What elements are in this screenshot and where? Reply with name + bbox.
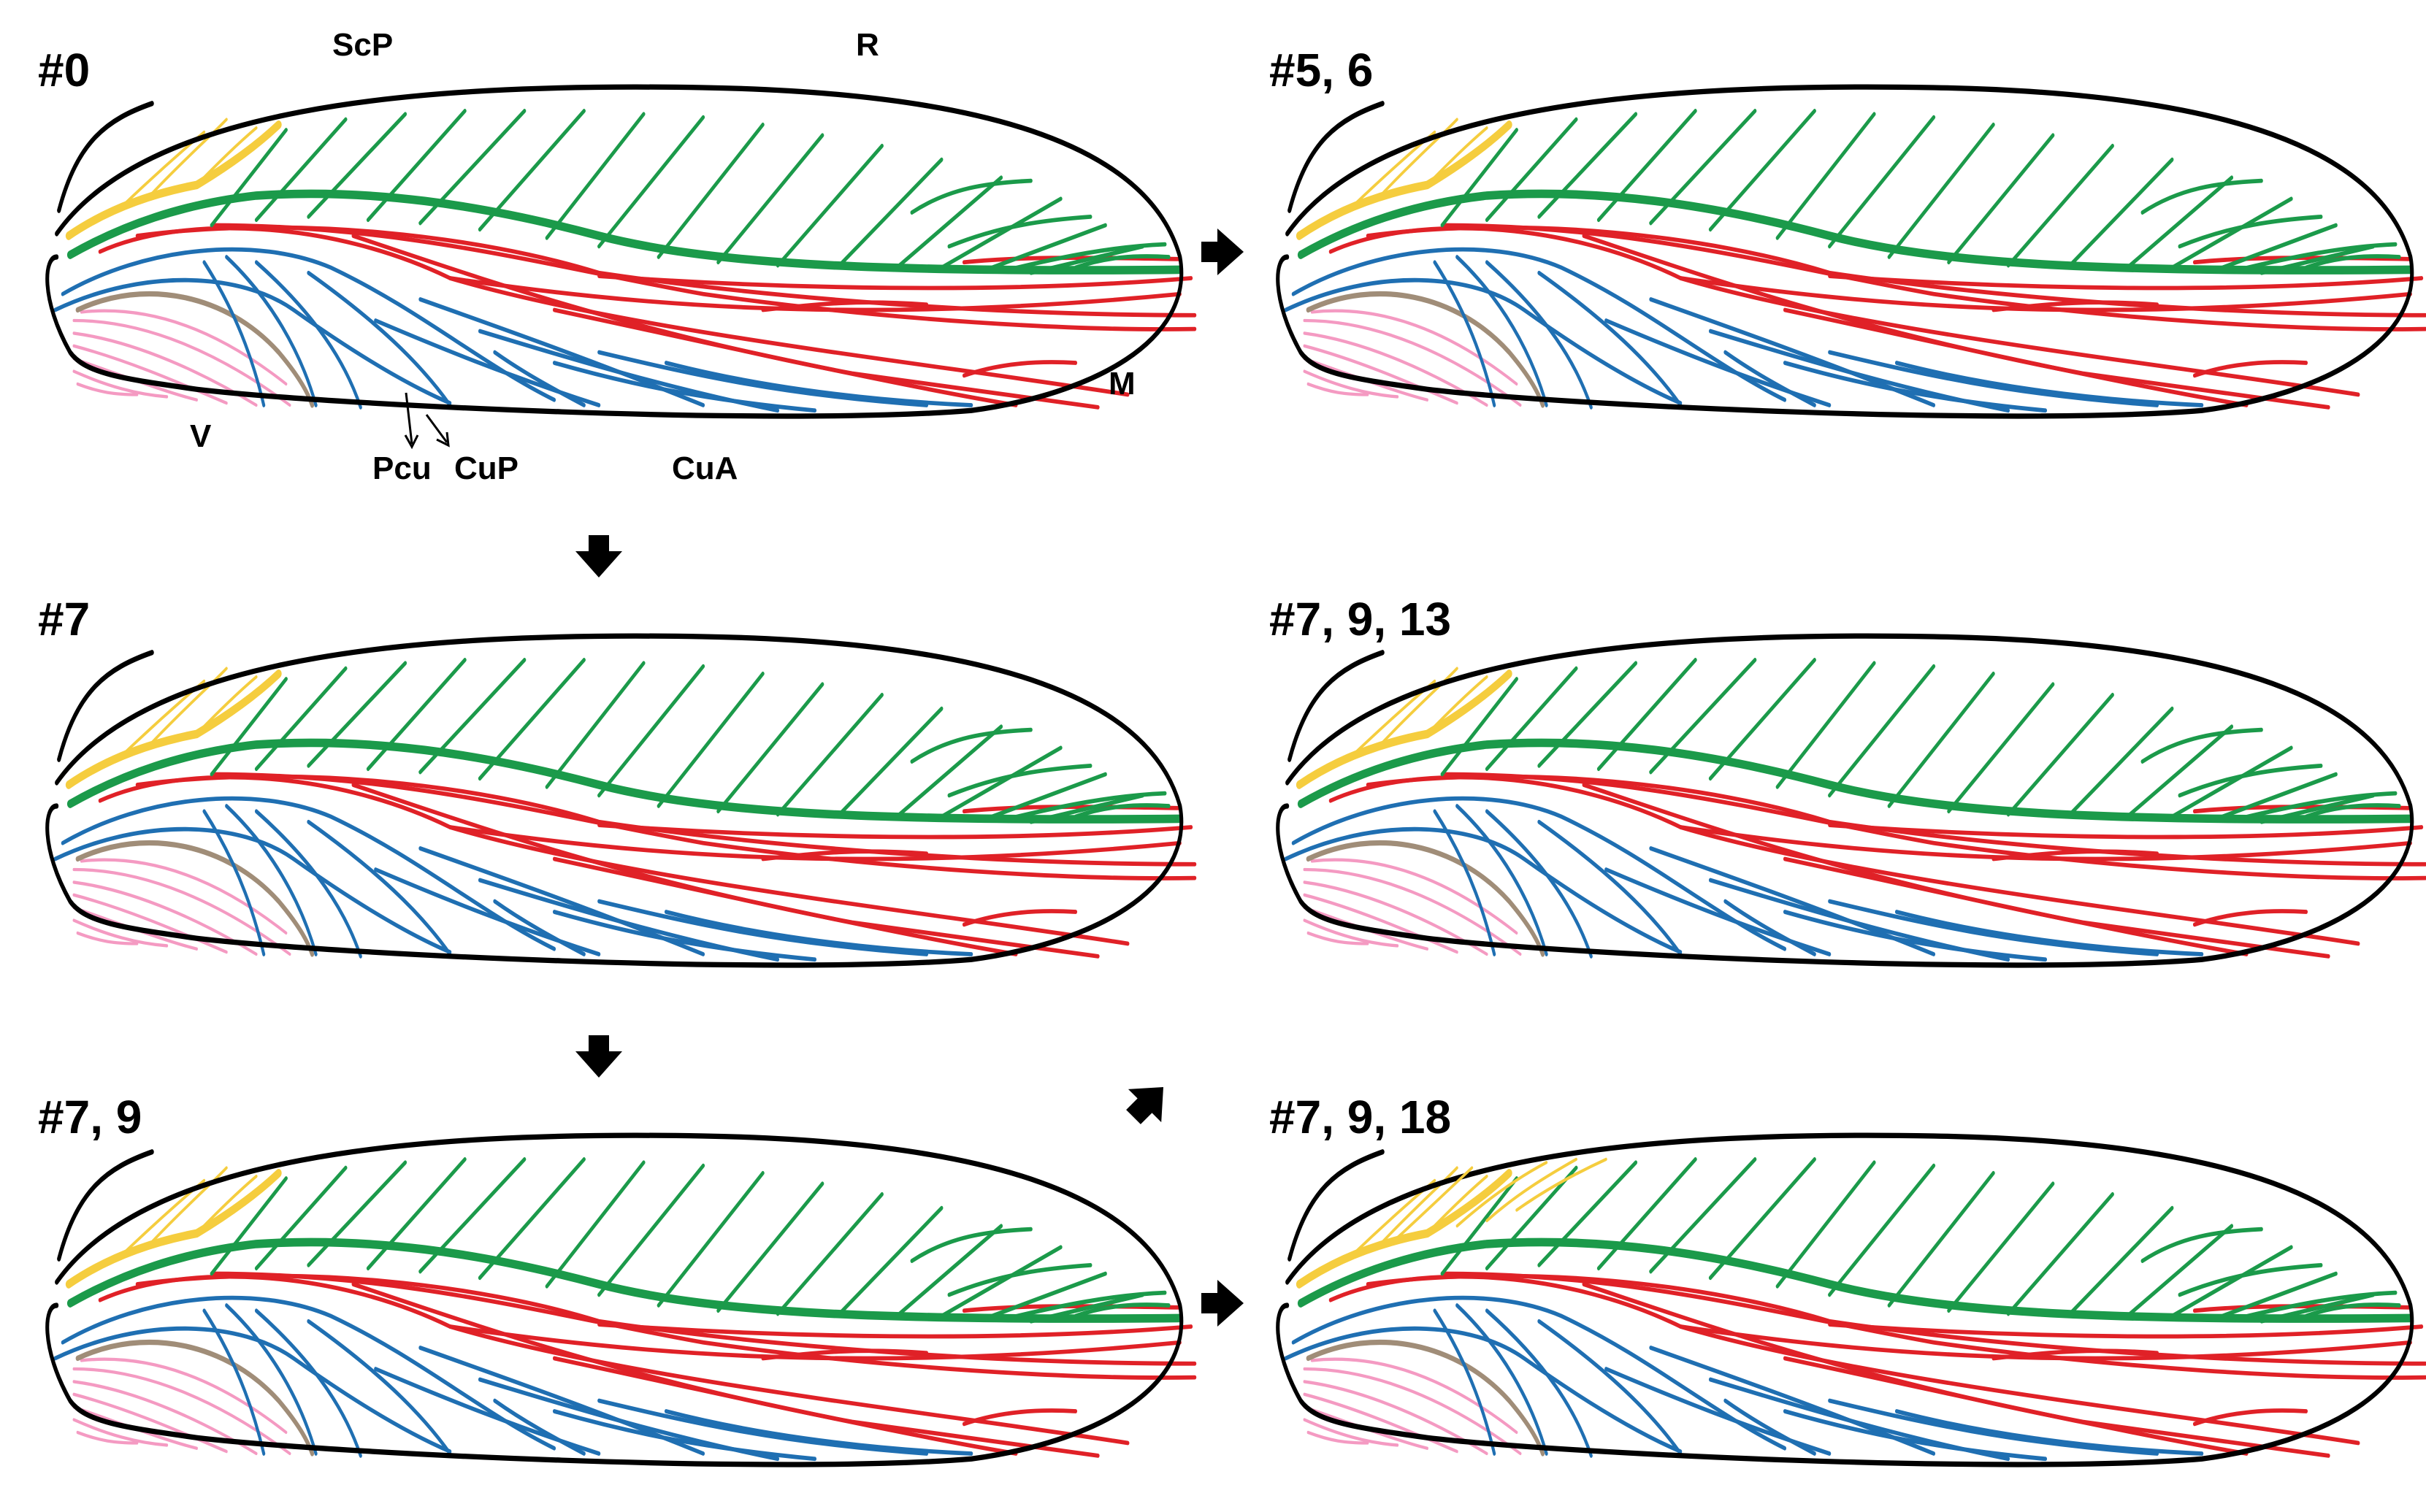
panel-label-56: #5, 6 xyxy=(1269,44,1373,96)
wing-diagram-0 xyxy=(47,87,1195,416)
wing-diagram-79 xyxy=(47,1135,1195,1465)
vein-label-v: V xyxy=(190,418,212,454)
panel-fused-13: #7, 9, 13 xyxy=(1269,593,2425,965)
down-arrow-icon xyxy=(575,1035,622,1078)
wing-diagram-7913 xyxy=(1278,636,2425,965)
panel-m-expanded: #5, 6 xyxy=(1269,44,2425,416)
panel-label-79: #7, 9 xyxy=(38,1091,142,1143)
panel-cu-shift: #7 xyxy=(38,593,1195,965)
right-arrow-icon xyxy=(1201,1280,1244,1327)
vein-label-cua: CuA xyxy=(672,450,738,486)
panel-label-7913: #7, 9, 13 xyxy=(1269,593,1451,645)
vein-label-scp: ScP xyxy=(332,27,393,63)
panel-label-0: #0 xyxy=(38,44,90,96)
panel-base: #0 ScP R M V Pcu CuP CuA xyxy=(38,27,1195,486)
panel-label-7: #7 xyxy=(38,593,90,645)
panel-fused: #7, 9 xyxy=(38,1091,1195,1465)
wing-diagram-56 xyxy=(1278,87,2425,416)
wing-diagram-7918 xyxy=(1278,1135,2425,1465)
panel-label-7918: #7, 9, 18 xyxy=(1269,1091,1451,1143)
wing-diagram-7 xyxy=(47,636,1195,965)
up-right-arrow-icon xyxy=(1117,1070,1180,1134)
right-arrow-icon xyxy=(1201,229,1244,275)
pointer-pcu xyxy=(404,392,419,450)
vein-label-r: R xyxy=(856,27,879,63)
down-arrow-icon xyxy=(575,535,622,577)
vein-label-pcu: Pcu xyxy=(372,450,432,486)
panel-scp-expanded: #7, 9, 18 xyxy=(1269,1091,2425,1465)
vein-label-m: M xyxy=(1109,366,1136,402)
pointer-cup xyxy=(425,414,450,448)
vein-label-cup: CuP xyxy=(454,450,519,486)
